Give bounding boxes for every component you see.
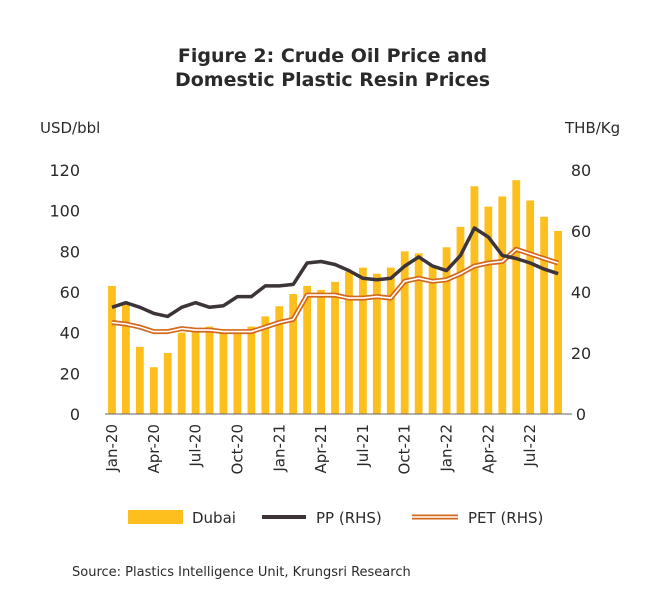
bar-dubai — [331, 281, 339, 414]
chart-title: Figure 2: Crude Oil Price and Domestic P… — [0, 44, 665, 92]
bar-dubai — [219, 330, 228, 414]
bar-dubai — [540, 216, 549, 414]
bar-dubai — [470, 186, 479, 414]
y-right-tick-label: 80 — [571, 161, 591, 180]
source-note: Source: Plastics Intelligence Unit, Krun… — [72, 565, 411, 580]
y-left-tick-label: 40 — [60, 324, 80, 343]
legend-item-dubai: Dubai — [128, 509, 236, 527]
y-left-tick-label: 20 — [60, 364, 80, 383]
bar-dubai — [345, 271, 353, 414]
x-tick-label: Jan-20 — [103, 424, 121, 473]
y-left-tick-label: 60 — [60, 283, 80, 302]
bar-dubai — [484, 206, 493, 414]
y-right-tick-label: 60 — [571, 222, 591, 241]
legend-label-dubai: Dubai — [192, 509, 236, 527]
bar-dubai — [261, 316, 270, 414]
x-tick-label: Jan-22 — [438, 424, 456, 473]
y-left-tick-label: 80 — [60, 242, 80, 261]
dubai-bars — [108, 180, 562, 414]
pet-line — [111, 246, 559, 335]
bar-dubai — [372, 273, 381, 414]
bar-dubai — [163, 353, 172, 414]
bar-dubai — [149, 367, 158, 414]
bar-dubai — [442, 247, 451, 414]
x-tick-label: Jul-21 — [354, 424, 372, 468]
x-axis: Jan-20 Apr-20 Jul-20 Oct-20 Jan-21 Apr-21 Jul-… — [103, 424, 539, 474]
legend-item-pp: PP (RHS) — [262, 509, 382, 527]
bar-dubai — [122, 304, 130, 414]
x-tick-label: Apr-22 — [479, 424, 497, 474]
pp-line-path — [111, 226, 559, 319]
pp-line — [111, 226, 559, 319]
bar-dubai — [177, 332, 186, 414]
bar-dubai — [205, 326, 214, 414]
pet-line-inner — [111, 248, 559, 333]
x-tick-label: Jan-21 — [270, 424, 288, 473]
bar-dubai — [456, 226, 465, 414]
y-right-axis-unit: THB/Kg — [564, 119, 620, 137]
y-right-tick-label: 20 — [571, 344, 591, 363]
bar-dubai — [414, 253, 423, 414]
bar-dubai — [108, 285, 116, 414]
bar-dubai — [233, 332, 242, 414]
bar-dubai — [289, 294, 298, 414]
x-tick-label: Oct-20 — [228, 424, 246, 474]
legend-swatch-dubai — [128, 510, 183, 524]
legend-label-pet: PET (RHS) — [468, 509, 543, 527]
x-tick-label: Apr-21 — [312, 424, 330, 474]
bar-dubai — [358, 267, 367, 414]
y-left-axis: 0 20 40 60 80 100 120 — [49, 161, 80, 424]
legend: Dubai PP (RHS) PET (RHS) — [128, 509, 543, 527]
bar-dubai — [512, 180, 521, 414]
bar-dubai — [191, 328, 200, 414]
x-tick-label: Oct-21 — [396, 424, 414, 474]
y-right-axis: 0 20 40 60 80 — [571, 161, 591, 424]
legend-label-pp: PP (RHS) — [316, 509, 382, 527]
bar-dubai — [303, 285, 312, 414]
legend-item-pet: PET (RHS) — [412, 509, 543, 527]
y-left-axis-unit: USD/bbl — [40, 119, 100, 137]
x-tick-label: Apr-20 — [145, 424, 163, 474]
bar-dubai — [386, 267, 395, 414]
y-left-tick-label: 100 — [49, 202, 80, 221]
bar-dubai — [400, 251, 409, 414]
x-tick-label: Jul-20 — [187, 424, 205, 468]
bar-dubai — [428, 265, 437, 414]
bar-dubai — [247, 326, 256, 414]
x-tick-label: Jul-22 — [521, 424, 539, 468]
bar-dubai — [498, 196, 507, 414]
chart-title-line-2: Domestic Plastic Resin Prices — [174, 69, 491, 91]
bar-dubai — [526, 200, 535, 414]
bar-dubai — [554, 231, 562, 414]
y-left-tick-label: 0 — [70, 405, 80, 424]
bar-dubai — [275, 306, 284, 414]
y-right-tick-label: 0 — [576, 405, 586, 424]
bar-dubai — [317, 289, 325, 414]
bar-dubai — [135, 346, 144, 414]
chart-title-line-1: Figure 2: Crude Oil Price and — [177, 45, 488, 67]
y-right-tick-label: 40 — [571, 283, 591, 302]
y-left-tick-label: 120 — [49, 161, 80, 180]
